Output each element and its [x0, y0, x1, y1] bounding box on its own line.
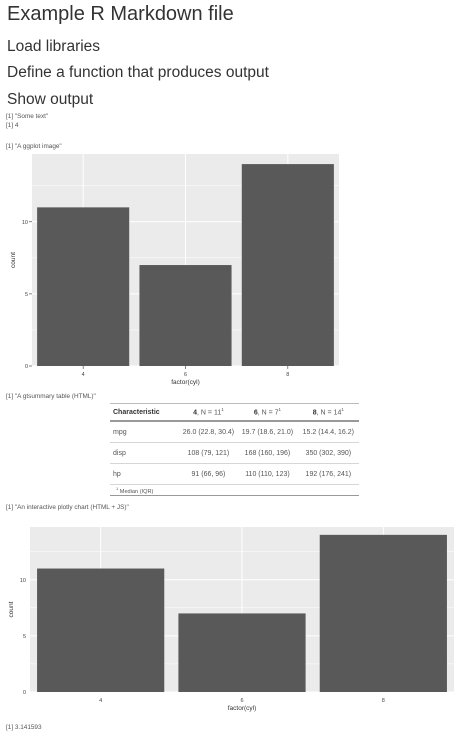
- y-tick-label: 0: [23, 690, 26, 696]
- output-ggplot-label: [1] "A ggplot image": [6, 143, 62, 150]
- cell-value: 108 (79, 121): [179, 442, 238, 464]
- table-row: disp 108 (79, 121) 168 (160, 196) 350 (3…: [110, 442, 359, 464]
- cell-value: 91 (66, 96): [179, 463, 238, 485]
- x-axis-title: factor(cyl): [228, 705, 257, 712]
- heading-load-libraries: Load libraries: [7, 38, 101, 55]
- row-label: disp: [110, 442, 180, 464]
- output-number: [1] 4: [6, 122, 19, 129]
- footnote-mark: 1: [341, 407, 344, 413]
- y-axis-title: count: [10, 252, 17, 268]
- heading-define-function: Define a function that produces output: [7, 64, 269, 81]
- cell-value: 19.7 (18.6, 21.0): [237, 421, 298, 443]
- output-gtsummary-label: [1] "A gtsummary table (HTML)": [6, 393, 96, 400]
- header-cyl-6: 6, N = 71: [237, 403, 298, 422]
- cell-value: 192 (176, 241): [297, 463, 359, 485]
- x-tick-label: 4: [82, 372, 85, 378]
- header-cyl-4: 4, N = 111: [179, 403, 238, 422]
- cell-value: 168 (160, 196): [237, 442, 298, 464]
- footnote-mark: 1: [116, 485, 119, 491]
- heading-show-output: Show output: [7, 91, 94, 108]
- output-some-text: [1] "Some text": [6, 113, 49, 120]
- plotly-bar-chart[interactable]: 0 5 10 4 6 8 factor(cyl) count: [0, 520, 455, 720]
- x-tick-label: 8: [286, 372, 289, 378]
- y-tick-label: 10: [22, 220, 28, 226]
- cell-value: 15.2 (14.4, 16.2): [297, 421, 359, 443]
- bar-cyl-4: [37, 207, 130, 366]
- gtsummary-table: Characteristic 4, N = 111 6, N = 71 8, N…: [110, 403, 359, 496]
- x-tick-label: 4: [99, 698, 102, 704]
- x-tick-label: 6: [240, 698, 243, 704]
- y-tick-label: 5: [25, 292, 28, 298]
- table-footnote: 1 Median (IQR): [110, 484, 359, 496]
- footnote-text: Median (IQR): [118, 488, 154, 495]
- y-axis-title: count: [8, 601, 15, 617]
- output-pi: [1] 3.141593: [6, 724, 42, 731]
- table-header-row: Characteristic 4, N = 111 6, N = 71 8, N…: [110, 403, 359, 422]
- header-cyl-8: 8, N = 141: [297, 403, 359, 422]
- bar-cyl-6: [139, 265, 232, 366]
- cell-value: 110 (110, 123): [237, 463, 298, 485]
- y-tick-label: 10: [20, 578, 26, 584]
- x-axis-title: factor(cyl): [171, 379, 200, 386]
- row-label: mpg: [110, 421, 180, 443]
- footnote-mark: 1: [278, 407, 282, 413]
- table-row: hp 91 (66, 96) 110 (110, 123) 192 (176, …: [110, 463, 359, 485]
- y-tick-label: 5: [23, 634, 26, 640]
- footnote-mark: 1: [221, 407, 224, 413]
- output-plotly-label: [1] "An interactive plotly chart (HTML +…: [6, 504, 129, 511]
- x-tick-label: 8: [382, 698, 385, 704]
- ggplot-bar-chart: 0 5 10 4 6 8 factor(cyl) count: [10, 154, 339, 386]
- y-tick-label: 0: [25, 364, 28, 370]
- bar-cyl-4[interactable]: [37, 568, 165, 692]
- bar-cyl-6[interactable]: [178, 613, 306, 692]
- cell-value: 350 (302, 390): [297, 442, 359, 464]
- header-characteristic: Characteristic: [110, 403, 180, 422]
- row-label: hp: [110, 463, 180, 485]
- bar-cyl-8: [241, 164, 334, 366]
- x-tick-label: 6: [184, 372, 187, 378]
- page-title: Example R Markdown file: [7, 3, 234, 25]
- bar-cyl-8[interactable]: [319, 534, 447, 692]
- cell-value: 26.0 (22.8, 30.4): [179, 421, 238, 443]
- table-row: mpg 26.0 (22.8, 30.4) 19.7 (18.6, 21.0) …: [110, 421, 359, 443]
